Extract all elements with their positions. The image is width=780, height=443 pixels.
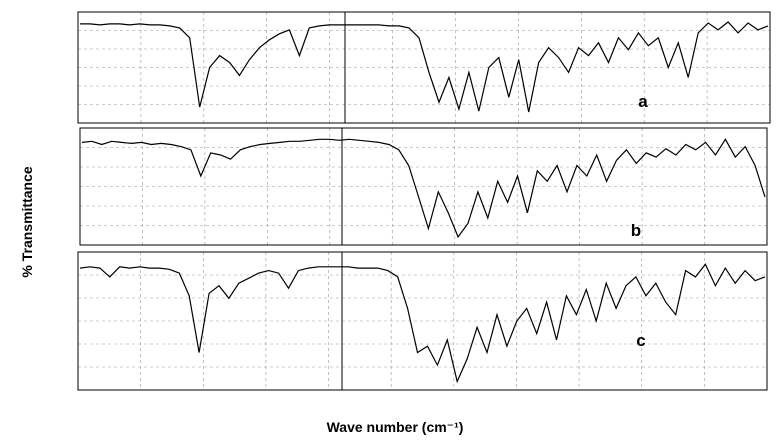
panel-label: b	[631, 221, 641, 240]
panel-frame	[79, 127, 768, 246]
spectrum-line	[81, 138, 766, 239]
panel-label: a	[638, 92, 648, 111]
x-axis-label: Wave number (cm⁻¹)	[327, 419, 464, 435]
spectrum-line	[79, 263, 766, 384]
panel-frame	[77, 251, 768, 391]
y-axis-label: % Transmittance	[19, 166, 35, 277]
panel-label: c	[636, 331, 645, 350]
spectrum-line	[80, 21, 769, 113]
panel-frame	[77, 11, 771, 124]
